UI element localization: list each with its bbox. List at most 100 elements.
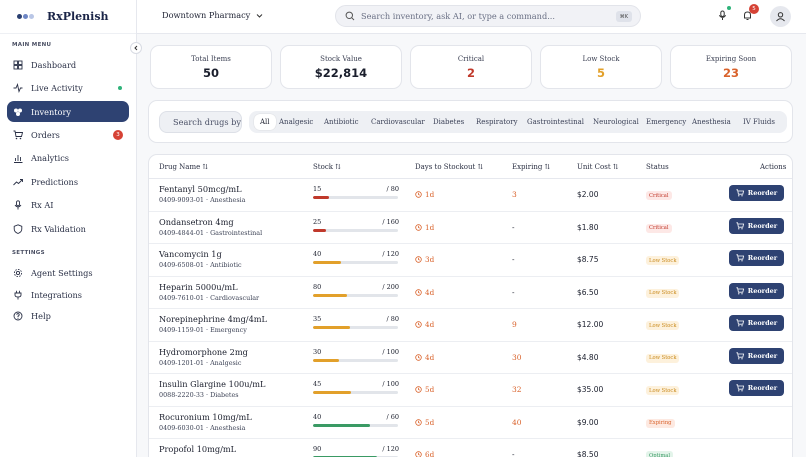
stat-label: Expiring Soon [705,55,757,63]
collapse-sidebar-button[interactable] [130,42,142,54]
sidebar-item-orders[interactable]: Orders 3 [7,124,129,145]
chevron-down-icon [256,13,263,18]
expiring-count: 32 [512,385,522,394]
live-indicator-dot [118,85,122,90]
sidebar-item-integrations[interactable]: Integrations [7,284,129,305]
stat-card-low-stock[interactable]: Low Stock 5 [540,45,662,89]
table-row[interactable]: Rocuronium 10mg/mL 0409-6030-01 · Anesthe… [149,407,792,439]
table-row[interactable]: Norepinephrine 4mg/4mL 0409-1159-01 · Eme… [149,309,792,342]
status-badge: Low Stock [646,386,680,395]
sort-icon: ⇅ [202,163,209,171]
days-value: 1d [425,222,435,232]
sort-icon: ⇅ [335,163,341,171]
sidebar-item-analytics[interactable]: Analytics [7,147,129,168]
stock-bar-fill [313,423,370,427]
sidebar-item-live-activity[interactable]: Live Activity [7,77,129,98]
filter-chip-respiratory[interactable]: Respiratory [476,118,518,126]
avatar[interactable] [770,6,791,27]
drug-ndc-category: 0409-1159-01 · Emergency [159,326,247,334]
header-drug-name[interactable]: Drug Name ⇅ [159,163,208,171]
filter-chip-antibiotic[interactable]: Antibiotic [324,118,359,126]
reorder-button[interactable]: Reorder [729,185,784,201]
unit-cost: $8.50 [577,450,599,457]
stat-card-total-items[interactable]: Total Items 50 [150,45,272,89]
table-row[interactable]: Heparin 5000u/mL 0409-7610-01 · Cardiovas… [149,277,792,309]
stock-bar-fill [313,196,329,199]
sidebar-item-label: Dashboard [31,59,77,70]
header-days-label: Days to Stockout [415,163,476,171]
stock-max: / 200 [382,282,399,291]
stock-count: 40 [313,412,322,421]
reorder-button[interactable]: Reorder [729,217,784,234]
sidebar-item-dashboard[interactable]: Dashboard [7,54,129,75]
header-days-to-stockout[interactable]: Days to Stockout ⇅ [415,163,483,171]
drug-name: Propofol 10mg/mL [159,444,237,454]
reorder-button[interactable]: Reorder [729,380,784,396]
clock-icon [415,256,422,263]
header-stock[interactable]: Stock ⇅ [313,163,341,171]
filter-chip-diabetes[interactable]: Diabetes [433,118,465,126]
table-row[interactable]: Fentanyl 50mcg/mL 0409-9093-01 · Anesthes… [149,179,792,212]
shield-icon [13,223,23,234]
stock-bar [313,358,398,362]
sidebar-item-help[interactable]: Help [7,305,129,326]
global-search-input[interactable]: Search inventory, ask AI, or type a comm… [335,5,641,27]
clock-icon [415,288,422,296]
table-row[interactable]: Insulin Glargine 100u/mL 0088-2220-33 · D… [149,374,792,407]
stock-count: 45 [313,380,322,388]
dashboard-icon [13,60,23,69]
reorder-button[interactable]: Reorder [729,347,784,364]
filter-chip-gastrointestinal[interactable]: Gastrointestinal [527,118,584,126]
filter-chip-cardiovascular[interactable]: Cardiovascular [371,118,425,126]
stock-bar [313,228,398,232]
sidebar-item-predictions[interactable]: Predictions [7,171,129,192]
filter-chip-anesthesia[interactable]: Anesthesia [692,118,731,126]
drug-name: Fentanyl 50mcg/mL [159,184,242,194]
filter-chip-all[interactable]: All [254,114,276,130]
inventory-table: Drug Name ⇅ Stock ⇅ Days to Stockout ⇅ Expi… [148,154,793,457]
cart-icon [736,351,744,359]
drug-search-input[interactable]: Search drugs by name [159,111,242,133]
table-row[interactable]: Ondansetron 4mg 0409-4844-01 · Gastrointe… [149,212,792,244]
sidebar-item-rx-validation[interactable]: Rx Validation [7,218,129,239]
table-row[interactable]: Hydromorphone 2mg 0409-1201-01 · Analgesi… [149,342,792,374]
reorder-button[interactable]: Reorder [729,315,784,331]
stock-bar-fill [313,391,352,394]
stock-max: / 100 [382,347,399,356]
gear-icon [13,268,23,277]
table-row[interactable]: Vancomycin 1g 0409-6508-01 · Antibiotic 40… [149,244,792,277]
stock-count: 30 [313,347,322,356]
reorder-button[interactable]: Reorder [729,282,784,299]
sidebar-item-rx-ai[interactable]: Rx AI [7,194,129,215]
days-to-stockout: 5d [415,418,434,427]
header-expiring[interactable]: Expiring ⇅ [512,163,550,171]
cart-icon [13,130,23,139]
expiring-count: - [512,255,515,264]
status-badge: Optimal [646,451,673,457]
clock-icon [415,321,422,328]
sidebar-item-inventory[interactable]: Inventory [7,101,129,122]
orders-badge: 3 [113,129,123,140]
brand[interactable]: RxPlenish [0,0,136,34]
table-row[interactable]: Propofol 10mg/mL 90 / 120 6d - $8.50 Optimal [149,439,792,457]
filter-chip-emergency[interactable]: Emergency [646,118,687,126]
store-selector[interactable]: Downtown Pharmacy [162,10,263,20]
sidebar-item-label: Analytics [31,152,70,163]
stat-value: 2 [466,66,475,80]
clock-icon [415,386,422,393]
filter-chip-iv-fluids[interactable]: IV Fluids [743,118,775,126]
bell-icon[interactable] [742,10,753,21]
stat-card-stock-value[interactable]: Stock Value $22,814 [280,45,402,89]
reorder-label: Reorder [747,319,778,327]
filter-chip-analgesic[interactable]: Analgesic [279,118,314,126]
sidebar-item-agent-settings[interactable]: Agent Settings [7,262,129,283]
expiring-count: 3 [512,190,517,199]
header-unit-cost[interactable]: Unit Cost ⇅ [577,163,619,171]
microphone-icon[interactable] [717,10,728,21]
reorder-button[interactable]: Reorder [729,250,784,266]
filter-chip-neurological[interactable]: Neurological [593,118,639,126]
stat-card-critical[interactable]: Critical 2 [410,45,532,89]
reorder-label: Reorder [747,351,778,360]
stat-card-expiring-soon[interactable]: Expiring Soon 23 [670,45,792,89]
